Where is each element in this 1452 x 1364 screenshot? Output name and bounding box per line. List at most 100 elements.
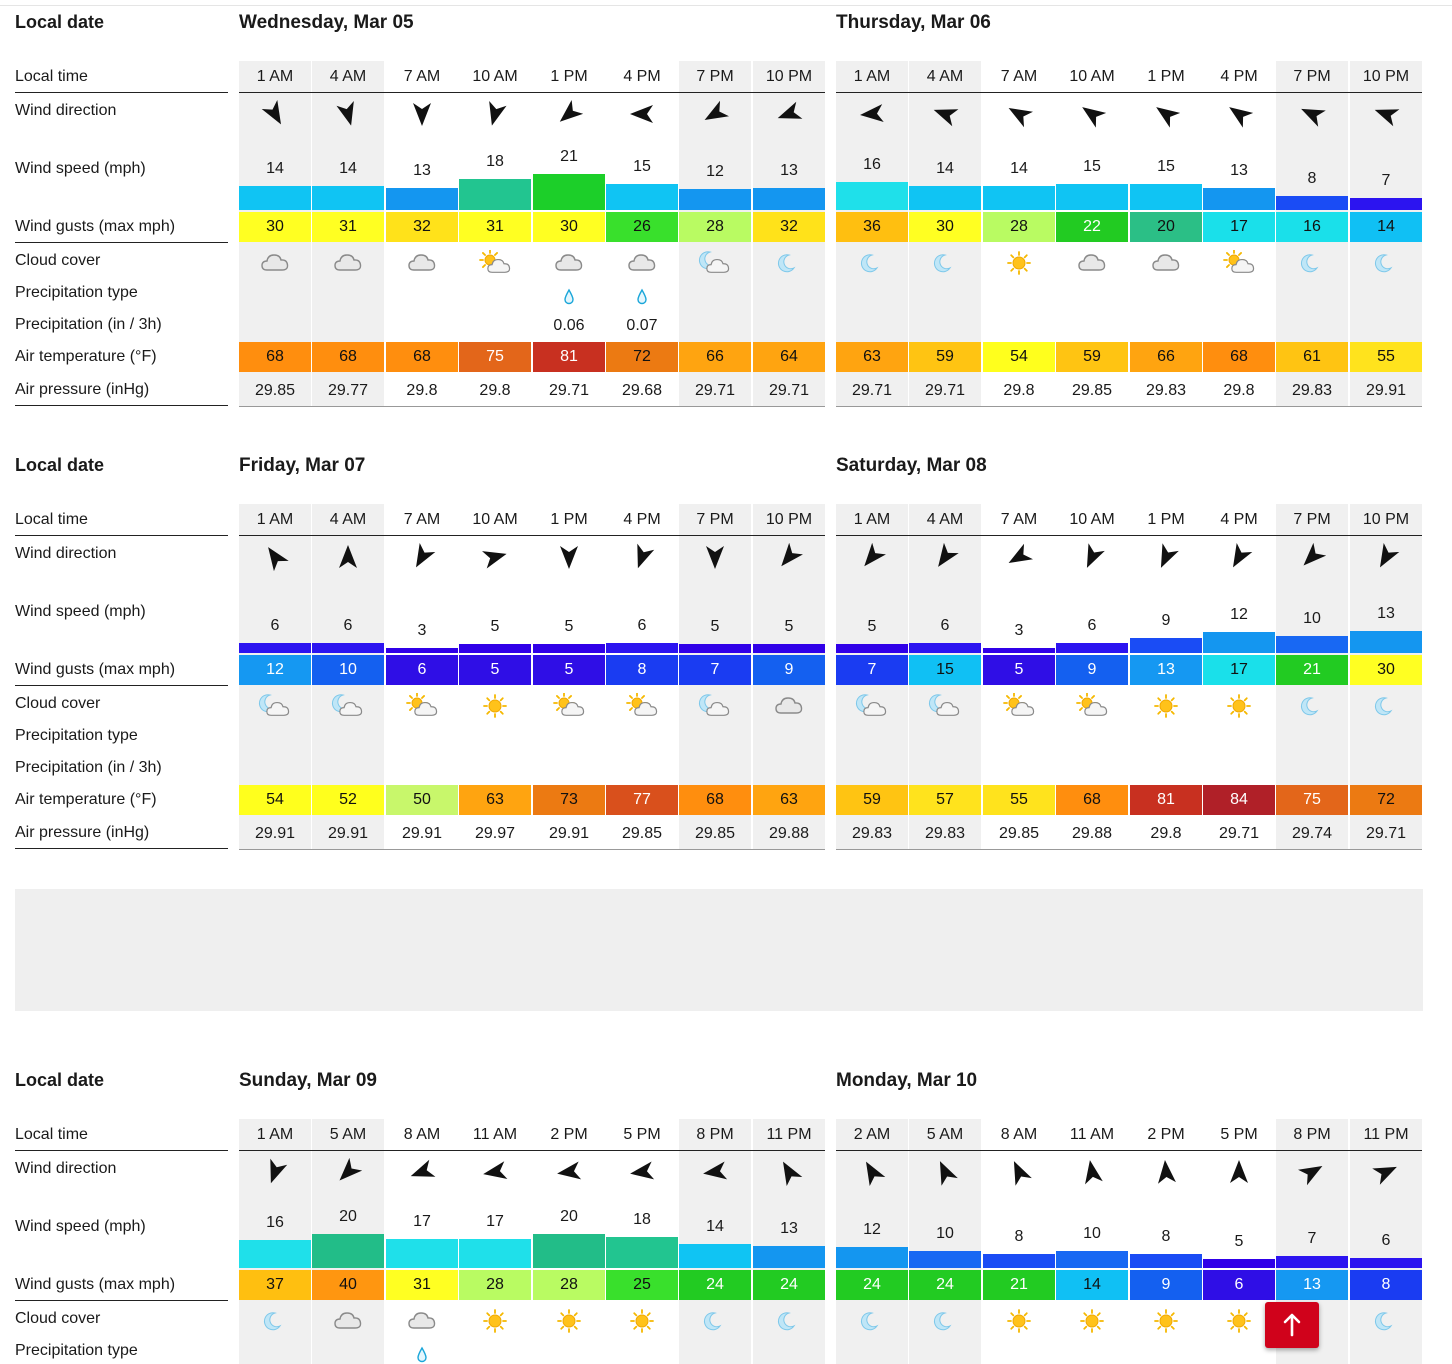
wind-speed-value: 5 [564,618,574,635]
air-temperature-value: 68 [312,342,384,372]
air-pressure-value: 29.8 [479,382,511,399]
moon-cloud-icon [928,693,962,719]
wind-direction-arrow-icon [1152,100,1181,128]
wind-gust-value: 14 [1056,1270,1128,1300]
moon-icon [698,1308,732,1334]
wind-gust-value: 10 [312,655,384,685]
cloud-icon [331,1308,365,1334]
wind-direction-arrow-icon [701,1158,729,1186]
raindrop-icon [405,1342,439,1364]
sun-cloud-icon [478,249,512,276]
wind-gust-value: 31 [386,1270,458,1300]
wind-direction-arrow-icon [701,543,729,571]
time-cell: 10 PM [1362,511,1410,528]
cloud-icon [1075,250,1109,276]
time-row-divider [239,535,826,536]
wind-direction-arrow-icon [334,100,362,128]
moon-icon [855,1308,889,1334]
wind-gust-value: 30 [533,212,605,242]
row-label-air-temp: Air temperature (°F) [15,791,157,808]
sun-icon [1222,1308,1256,1334]
air-temperature-value: 59 [836,785,908,815]
wind-gust-value: 9 [1056,655,1128,685]
wind-speed-value: 13 [1377,605,1395,622]
wind-gust-value: 7 [836,655,908,685]
wind-gust-value: 15 [909,655,981,685]
air-temperature-value: 61 [1276,342,1348,372]
row-label-local-date: Local date [15,455,105,475]
day-bottom-divider [836,406,1423,407]
wind-direction-arrow-icon [858,542,886,571]
wind-speed-bar [1203,188,1275,210]
time-cell: 7 PM [696,68,734,85]
wind-speed-value: 6 [637,617,647,634]
time-cell: 4 PM [623,511,661,528]
time-cell: 10 PM [765,511,813,528]
time-cell: 7 PM [1293,68,1331,85]
air-pressure-value: 29.91 [254,825,296,842]
ad-placeholder [15,889,1423,1011]
time-cell: 11 AM [1069,1126,1115,1143]
wind-gust-value: 37 [239,1270,311,1300]
wind-direction-arrow-icon [261,99,289,128]
wind-gust-value: 17 [1203,655,1275,685]
wind-gust-value: 13 [1276,1270,1348,1300]
time-cell: 7 PM [696,511,734,528]
wind-speed-bar [386,1239,458,1268]
wind-speed-bar [753,1246,825,1268]
wind-speed-bar [459,644,531,653]
air-pressure-value: 29.88 [1071,825,1113,842]
wind-direction-arrow-icon [555,100,584,128]
time-row-divider [836,1150,1423,1151]
wind-speed-bar [909,643,981,653]
air-temperature-value: 81 [533,342,605,372]
wind-direction-arrow-icon [1225,542,1253,571]
wind-speed-value: 14 [1010,160,1028,177]
wind-speed-bar [239,643,311,653]
time-cell: 7 AM [1000,511,1038,528]
sun-cloud-icon [1002,692,1036,719]
wind-speed-value: 13 [780,1220,798,1237]
wind-speed-bar [239,1240,311,1268]
air-temperature-value: 55 [983,785,1055,815]
wind-direction-arrow-icon [1078,1158,1106,1186]
time-cell: 2 PM [550,1126,588,1143]
wind-direction-arrow-icon [1005,100,1034,128]
moon-icon [928,1308,962,1334]
wind-speed-value: 8 [1161,1228,1171,1245]
time-cell: 1 PM [1147,511,1185,528]
sun-cloud-icon [552,692,586,719]
air-pressure-value: 29.71 [768,382,810,399]
row-label-local-date: Local date [15,12,105,32]
cloud-icon [625,250,659,276]
sun-icon [1149,693,1183,719]
wind-speed-bar [312,186,384,210]
day-heading: Saturday, Mar 08 [836,455,987,476]
wind-direction-arrow-icon [1372,542,1400,571]
wind-direction-arrow-icon [1297,1158,1326,1186]
wind-gust-value: 30 [239,212,311,242]
time-cell: 4 AM [926,511,964,528]
time-cell: 1 PM [550,511,588,528]
row-label-precip-amount: Precipitation (in / 3h) [15,316,162,333]
wind-direction-arrow-icon [1152,1158,1180,1186]
moon-icon [1295,250,1329,276]
time-cell: 1 AM [256,68,294,85]
wind-direction-arrow-icon [261,543,289,572]
scroll-to-top-button[interactable] [1265,1302,1319,1348]
time-cell: 7 AM [403,68,441,85]
sun-cloud-icon [1222,249,1256,276]
wind-gust-value: 24 [679,1270,751,1300]
row-label-wind-speed: Wind speed (mph) [15,160,146,177]
time-cell: 5 PM [623,1126,661,1143]
wind-gust-value: 20 [1130,212,1202,242]
air-temperature-value: 54 [239,785,311,815]
wind-speed-value: 8 [1014,1228,1024,1245]
row-label-wind-speed: Wind speed (mph) [15,603,146,620]
wind-speed-bar [909,186,981,210]
wind-gust-value: 32 [386,212,458,242]
air-temperature-value: 63 [459,785,531,815]
air-pressure-value: 29.83 [851,825,893,842]
air-temperature-value: 77 [606,785,678,815]
air-pressure-value: 29.71 [548,382,590,399]
